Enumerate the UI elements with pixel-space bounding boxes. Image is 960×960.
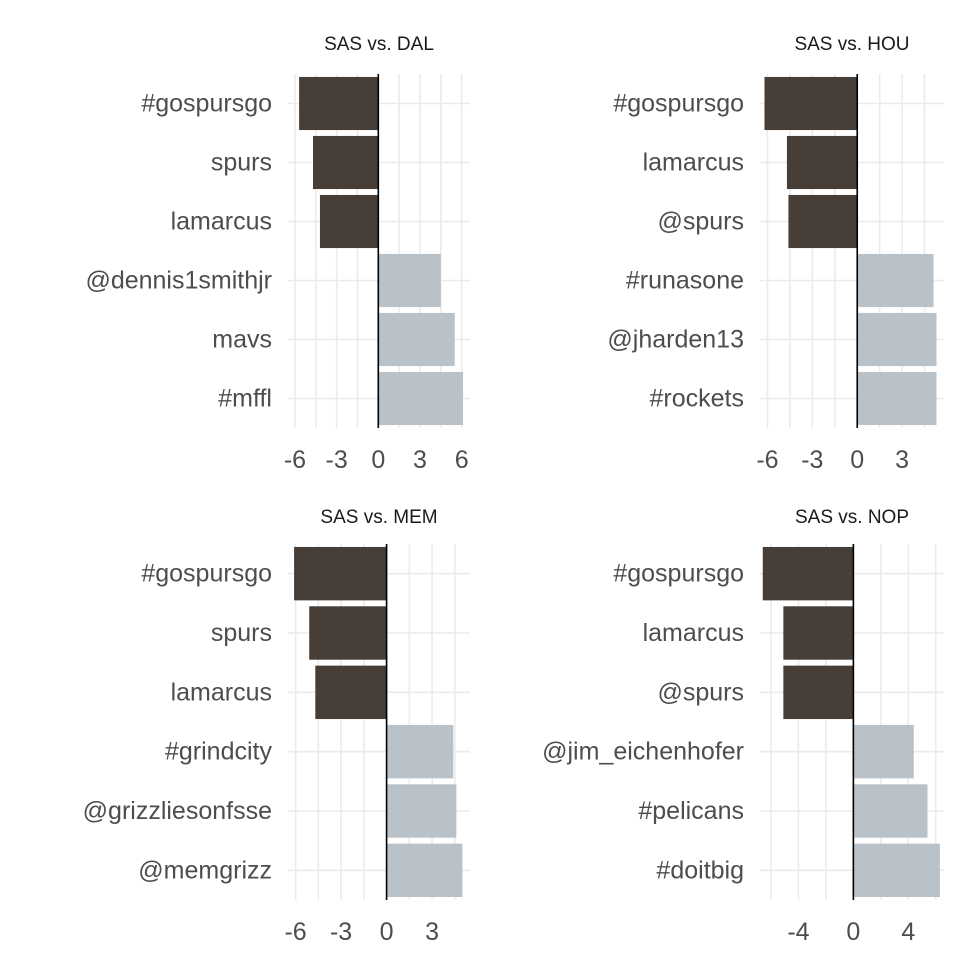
bar-grizzliesonfsse [386, 784, 457, 838]
bar-memgrizz [386, 843, 463, 898]
category-label: mavs [212, 326, 272, 354]
x-tick-label: -3 [330, 918, 352, 946]
panel-title: SAS vs. HOU [794, 34, 909, 55]
bar-spurs [313, 135, 379, 190]
category-label: #doitbig [656, 856, 744, 884]
bar-rockets [857, 371, 937, 426]
x-tick-label: 3 [413, 446, 427, 474]
category-label: @dennis1smithjr [85, 267, 272, 295]
bar-lamarcus [315, 665, 387, 720]
category-label: spurs [211, 149, 272, 177]
chart-panel-1: SAS vs. DAL #gospursgo spurs lamarcus @denni… [85, 34, 470, 474]
category-label: lamarcus [171, 208, 272, 236]
category-label: #gospursgo [613, 560, 744, 588]
category-label: @spurs [657, 678, 744, 706]
x-tick-label: -6 [284, 918, 306, 946]
bar-lamarcus [319, 194, 379, 249]
x-tick-label: -6 [284, 446, 306, 474]
x-tick-label: 3 [895, 446, 909, 474]
bar-jim-eichenhofer [853, 724, 914, 779]
chart-panel-3: SAS vs. MEM #gospursgo spurs lamarcus #grind… [83, 507, 470, 946]
bar-lamarcus [783, 606, 854, 660]
category-label: #mffl [218, 385, 272, 413]
bar-lamarcus [786, 135, 858, 190]
bar-mffl [378, 371, 464, 426]
category-label: #gospursgo [613, 90, 744, 118]
bar-mavs [378, 312, 455, 367]
bar-doitbig [853, 843, 940, 898]
x-tick-label: -3 [326, 446, 348, 474]
bar-dennis1smithjr [378, 253, 441, 308]
bar-spurs [788, 194, 858, 249]
bar-gospursgo [294, 546, 387, 601]
x-tick-label: -6 [756, 446, 778, 474]
chart-panel-2: SAS vs. HOU #gospursgo lamarcus @spurs #runa… [607, 34, 944, 474]
bar-gospursgo [299, 76, 379, 131]
panel-title: SAS vs. MEM [320, 507, 437, 528]
bar-gospursgo [764, 76, 858, 131]
x-tick-label: 0 [850, 446, 864, 474]
category-label: lamarcus [643, 149, 744, 177]
bar-spurs [309, 606, 387, 660]
category-label: #rockets [650, 385, 744, 413]
panel-title: SAS vs. NOP [795, 507, 909, 528]
bar-gospursgo [762, 546, 854, 601]
bar-pelicans [853, 784, 928, 838]
x-tick-label: 4 [901, 918, 915, 946]
x-tick-label: 0 [846, 918, 860, 946]
chart-panel-4: SAS vs. NOP #gospursgo lamarcus @spurs @jim_… [542, 507, 944, 946]
category-label: #grindcity [165, 738, 272, 766]
category-label: #gospursgo [141, 90, 272, 118]
x-tick-label: 3 [425, 918, 439, 946]
category-label: spurs [211, 619, 272, 647]
category-label: @spurs [657, 208, 744, 236]
category-label: lamarcus [643, 619, 744, 647]
panel-title: SAS vs. DAL [324, 34, 434, 55]
bar-spurs [783, 665, 854, 720]
category-label: @grizzliesonfsse [83, 797, 272, 825]
x-tick-label: 0 [380, 918, 394, 946]
bar-runasone [857, 253, 934, 308]
category-label: #pelicans [638, 797, 744, 825]
bar-jharden13 [857, 312, 937, 367]
category-label: #runasone [626, 267, 744, 295]
category-label: lamarcus [171, 678, 272, 706]
bar-grindcity [386, 724, 454, 779]
x-tick-label: -3 [801, 446, 823, 474]
category-label: @memgrizz [138, 856, 272, 884]
category-label: #gospursgo [141, 560, 272, 588]
x-tick-label: 6 [455, 446, 469, 474]
x-tick-label: -4 [787, 918, 809, 946]
x-tick-label: 0 [371, 446, 385, 474]
category-label: @jim_eichenhofer [542, 738, 744, 766]
category-label: @jharden13 [607, 326, 744, 354]
